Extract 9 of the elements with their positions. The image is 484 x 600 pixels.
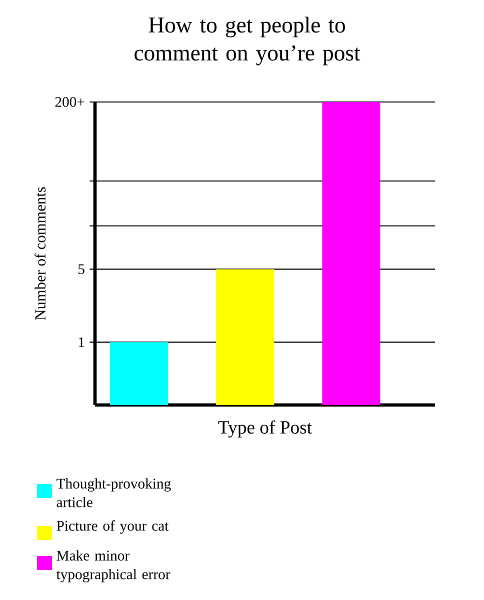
y-tick-label: 1 [78,337,84,347]
chart-title: How to get people to comment on you’re post [134,16,360,66]
legend-label: Make minor typographical error [56,550,170,582]
y-axis-title: Number of comments [34,187,46,320]
legend-label: Picture of your cat [56,520,169,534]
y-tick-label: 5 [78,264,84,274]
y-tick-label: 200+ [55,97,84,107]
x-axis-title: Type of Post [218,420,312,438]
legend-label: Thought-provoking article [56,478,171,508]
